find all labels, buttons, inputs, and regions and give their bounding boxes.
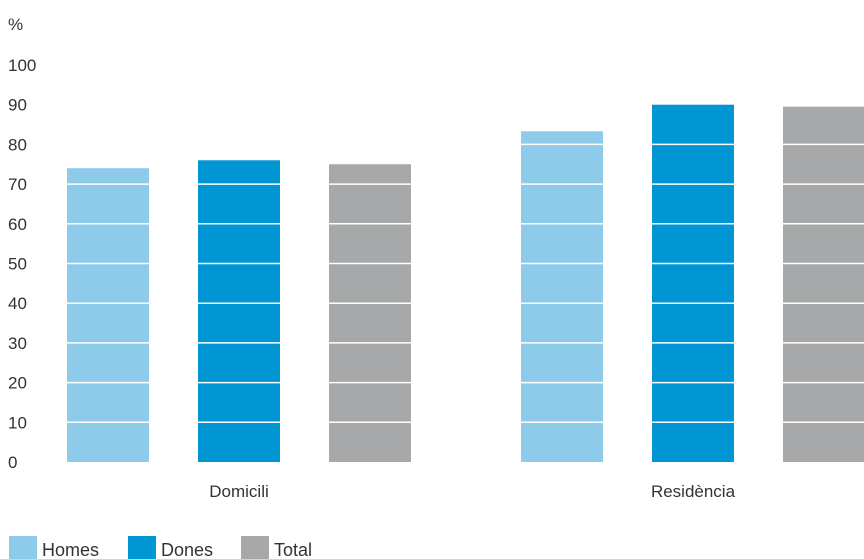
legend: Homes Dones Total xyxy=(9,536,312,559)
y-tick-label: 30 xyxy=(8,334,27,353)
y-tick-label: 50 xyxy=(8,255,27,274)
category-label: Residència xyxy=(651,482,736,501)
gridlines xyxy=(67,143,864,424)
y-tick-label: 40 xyxy=(8,294,27,313)
y-tick-label: 60 xyxy=(8,215,27,234)
bar-homes-domicili xyxy=(67,168,149,462)
legend-swatch-total xyxy=(241,536,269,559)
category-label: Domicili xyxy=(209,482,269,501)
y-tick-label: 80 xyxy=(8,135,27,154)
y-tick-label: 20 xyxy=(8,374,27,393)
y-tick-label: 90 xyxy=(8,96,27,115)
legend-label-dones: Dones xyxy=(161,540,213,559)
y-tick-label: 10 xyxy=(8,413,27,432)
y-axis-unit-label: % xyxy=(8,15,23,34)
legend-swatch-dones xyxy=(128,536,156,559)
legend-label-homes: Homes xyxy=(42,540,99,559)
bar-dones-residencia xyxy=(652,104,734,462)
bar-total-domicili xyxy=(329,164,411,462)
y-tick-label: 0 xyxy=(8,453,17,472)
legend-label-total: Total xyxy=(274,540,312,559)
y-tick-label: 100 xyxy=(8,56,36,75)
category-labels: Domicili Residència xyxy=(209,482,735,501)
bar-homes-residencia xyxy=(521,131,603,462)
bars xyxy=(67,104,864,462)
bar-total-residencia xyxy=(783,106,864,462)
bar-dones-domicili xyxy=(198,160,280,462)
y-tick-label: 70 xyxy=(8,175,27,194)
legend-swatch-homes xyxy=(9,536,37,559)
y-axis: % 0 10 20 30 40 50 60 70 80 90 100 xyxy=(8,15,36,472)
